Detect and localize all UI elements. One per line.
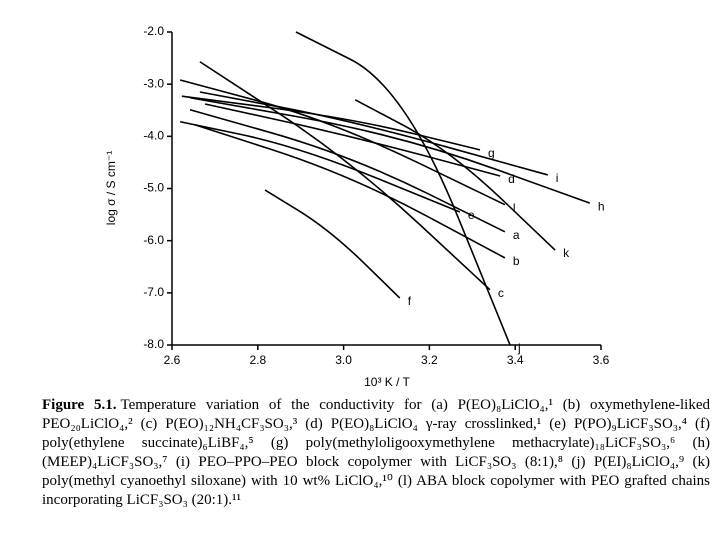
- x-tick-label: 2.6: [164, 353, 181, 367]
- legend-label: a: [513, 228, 520, 242]
- y-axis-label: log σ / S cm⁻¹: [104, 151, 118, 225]
- legend-label: l: [513, 201, 516, 215]
- y-tick-label: -2.0: [143, 24, 164, 38]
- legend-label: b: [513, 254, 520, 268]
- y-tick-label: -6.0: [143, 233, 164, 247]
- data-line: [194, 124, 506, 259]
- legend-label: e: [468, 208, 475, 222]
- data-line: [179, 120, 461, 213]
- y-tick-label: -7.0: [143, 285, 164, 299]
- legend-label: g: [488, 146, 495, 160]
- x-tick-label: 3.2: [421, 353, 438, 367]
- x-axis-label: 10³ K / T: [364, 375, 410, 389]
- legend-label: d: [508, 172, 515, 186]
- legend-label: f: [408, 294, 412, 308]
- legend-label: c: [498, 286, 504, 300]
- x-tick-label: 2.8: [249, 353, 266, 367]
- caption-text: Temperature variation of the conductivit…: [42, 397, 710, 508]
- x-tick-label: 3.6: [593, 353, 610, 367]
- data-line: [204, 103, 501, 177]
- y-tick-label: -5.0: [143, 181, 164, 195]
- y-tick-label: -4.0: [143, 129, 164, 143]
- data-line: [179, 79, 506, 206]
- legend-label: h: [598, 199, 605, 213]
- x-tick-label: 3.0: [335, 353, 352, 367]
- data-line: [264, 189, 401, 299]
- chart: 10³ K / T log σ / S cm⁻¹ -2.0 -3.0 -4.0 -5.…: [104, 24, 610, 389]
- x-tick-label: 3.4: [507, 353, 524, 367]
- y-tick-label: -8.0: [143, 337, 164, 351]
- data-line: [199, 61, 491, 291]
- y-tick-label: -3.0: [143, 76, 164, 90]
- legend-label: k: [563, 246, 570, 260]
- legend-label: j: [517, 341, 521, 355]
- caption-label: Figure 5.1.: [42, 397, 117, 413]
- caption: Figure 5.1. Temperature variation of the …: [42, 396, 710, 510]
- data-line: [199, 91, 549, 176]
- data-line: [354, 99, 556, 251]
- data-line: [189, 108, 506, 233]
- legend-label: i: [556, 171, 559, 185]
